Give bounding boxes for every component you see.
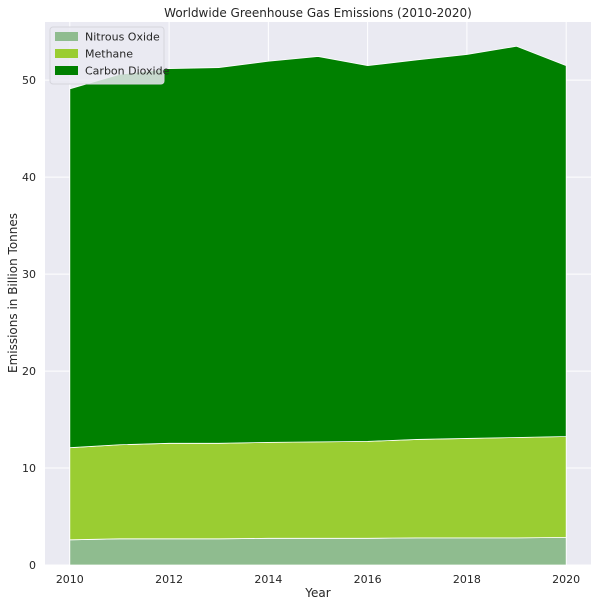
y-axis-label: Emissions in Billion Tonnes: [6, 213, 20, 373]
x-tick-label: 2018: [453, 573, 481, 586]
legend-label-carbon-dioxide: Carbon Dioxide: [85, 65, 170, 78]
stacked-areas: [69, 45, 567, 566]
x-tick-label: 2012: [155, 573, 183, 586]
area-carbon-dioxide: [69, 45, 567, 449]
legend-label-nitrous-oxide: Nitrous Oxide: [85, 31, 160, 44]
area-nitrous-oxide: [69, 536, 567, 566]
legend-swatch-methane: [55, 49, 78, 58]
x-tick-label: 2016: [354, 573, 382, 586]
x-tick-label: 2010: [56, 573, 84, 586]
x-axis: 2010 2012 2014 2016 2018 2020: [56, 573, 580, 586]
y-axis: 0 10 20 30 40 50: [22, 74, 36, 572]
x-axis-label: Year: [304, 586, 330, 600]
y-tick-label: 10: [22, 462, 36, 475]
y-tick-label: 30: [22, 268, 36, 281]
y-tick-label: 50: [22, 74, 36, 87]
legend-label-methane: Methane: [85, 48, 133, 61]
x-tick-label: 2020: [552, 573, 580, 586]
y-tick-label: 40: [22, 171, 36, 184]
area-methane: [69, 436, 567, 541]
x-tick-label: 2014: [254, 573, 282, 586]
legend-box: [49, 26, 165, 85]
legend: Nitrous Oxide Methane Carbon Dioxide: [49, 26, 170, 85]
y-tick-label: 0: [29, 559, 36, 572]
chart-title: Worldwide Greenhouse Gas Emissions (2010…: [164, 6, 472, 20]
legend-swatch-nitrous-oxide: [55, 32, 78, 41]
legend-swatch-carbon-dioxide: [55, 66, 78, 75]
y-tick-label: 20: [22, 365, 36, 378]
